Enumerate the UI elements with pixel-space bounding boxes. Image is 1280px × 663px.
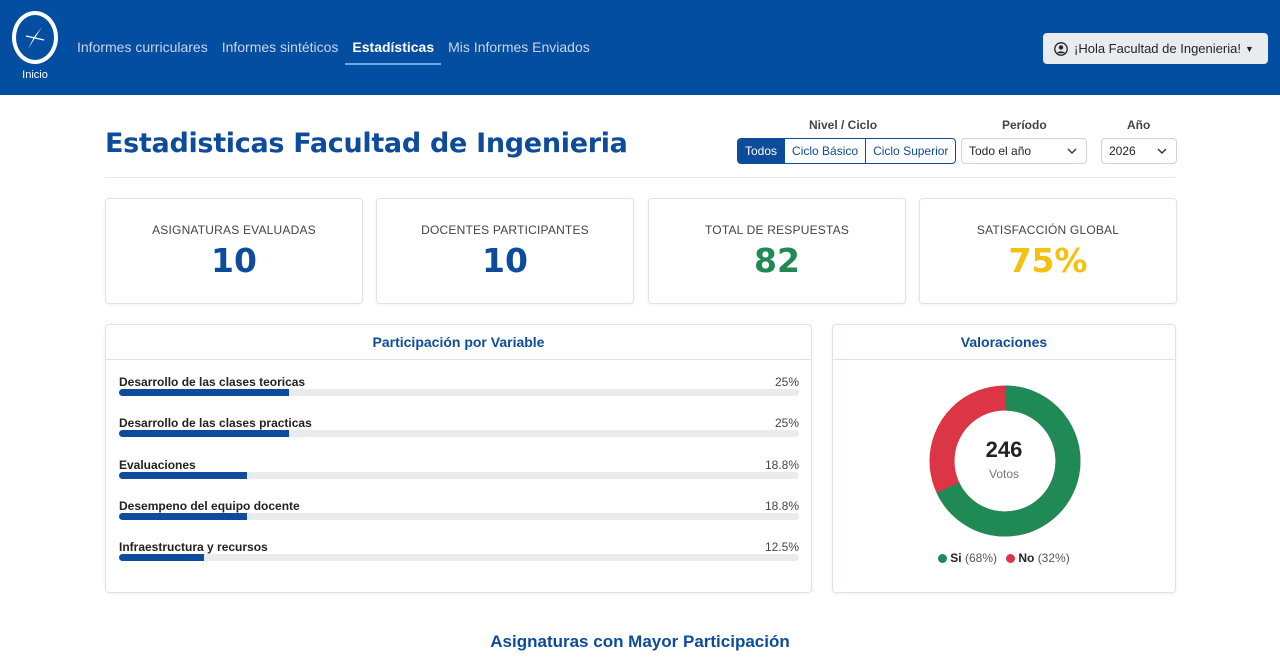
chevron-down-icon: [1156, 139, 1168, 171]
nivel-ciclo-toggle: Todos Ciclo Básico Ciclo Superior: [737, 138, 957, 164]
variable-name: Infraestructura y recursos: [119, 540, 268, 554]
variable-percent: 25%: [774, 375, 799, 389]
donut-legend: Si (68%) No (32%): [833, 551, 1175, 565]
variable-name: Desempeno del equipo docente: [119, 499, 300, 513]
variable-name: Desarrollo de las clases practicas: [119, 416, 312, 430]
stat-title: DOCENTES PARTICIPANTES: [421, 223, 589, 237]
page-title: Estadisticas Facultad de Ingenieria: [105, 128, 628, 159]
progress-bar: [119, 430, 799, 437]
logo-icon[interactable]: [12, 11, 58, 64]
stat-card-respuestas: TOTAL DE RESPUESTAS 82: [648, 198, 906, 304]
variable-row: Desempeno del equipo docente 18.8%: [119, 499, 799, 529]
stat-title: TOTAL DE RESPUESTAS: [704, 223, 850, 237]
nav-mis-informes-enviados[interactable]: Mis Informes Enviados: [448, 39, 590, 55]
variable-percent: 25%: [774, 416, 799, 430]
top-navbar: Inicio Informes curriculares Informes si…: [0, 0, 1280, 95]
stat-card-docentes: DOCENTES PARTICIPANTES 10: [376, 198, 634, 304]
stat-value: 75%: [1008, 241, 1088, 280]
variable-row: Desarrollo de las clases teoricas 25%: [119, 375, 799, 405]
panel-title: Participación por Variable: [106, 325, 811, 360]
progress-fill: [119, 513, 247, 520]
donut-segment-si: [929, 385, 1081, 537]
legend-label: No: [1018, 551, 1035, 565]
nav-informes-curriculares[interactable]: Informes curriculares: [77, 39, 208, 55]
variable-percent: 12.5%: [764, 540, 799, 554]
variable-percent: 18.8%: [764, 499, 799, 513]
anio-label: Año: [1127, 118, 1151, 132]
anio-select[interactable]: 2026: [1101, 138, 1177, 164]
nivel-option-todos[interactable]: Todos: [738, 139, 785, 163]
legend-percent: (32%): [1037, 551, 1070, 565]
legend-dot-icon: [1006, 554, 1016, 563]
legend-dot-icon: [938, 554, 948, 563]
progress-fill: [119, 430, 289, 437]
legend-percent: (68%): [964, 551, 997, 565]
variable-row: Evaluaciones 18.8%: [119, 458, 799, 488]
stat-title: ASIGNATURAS EVALUADAS: [152, 223, 316, 237]
user-greeting: ¡Hola Facultad de Ingenieria!: [1074, 41, 1241, 56]
periodo-select[interactable]: Todo el año: [961, 138, 1087, 164]
stat-value: 10: [482, 241, 528, 280]
legend-item-no: No (32%): [1006, 551, 1070, 565]
periodo-label: Período: [1002, 118, 1047, 132]
panel-title: Valoraciones: [833, 325, 1175, 360]
stat-card-asignaturas: ASIGNATURAS EVALUADAS 10: [105, 198, 363, 304]
nivel-option-ciclo-basico[interactable]: Ciclo Básico: [784, 139, 865, 163]
legend-label: Si: [950, 551, 962, 565]
variable-name: Desarrollo de las clases teoricas: [119, 375, 306, 389]
periodo-value: Todo el año: [969, 144, 1032, 158]
donut-total: 246: [985, 437, 1023, 462]
variable-name: Evaluaciones: [119, 458, 196, 472]
stat-value: 82: [754, 241, 800, 280]
variable-percent: 18.8%: [764, 458, 799, 472]
caret-down-icon: ▼: [1244, 43, 1254, 54]
legend-item-si: Si (68%): [938, 551, 1000, 565]
variable-row: Desarrollo de las clases practicas 25%: [119, 416, 799, 446]
stat-card-satisfaccion: SATISFACCIÓN GLOBAL 75%: [919, 198, 1177, 304]
valoraciones-panel: Valoraciones 246 Votos Si (68%) No (32%): [832, 324, 1176, 593]
progress-bar: [119, 513, 799, 520]
progress-fill: [119, 389, 289, 396]
stat-value: 10: [211, 241, 257, 280]
user-circle-icon: [1054, 41, 1068, 56]
nav-estadisticas[interactable]: Estadísticas: [345, 38, 441, 65]
chevron-down-icon: [1066, 139, 1078, 171]
donut-total-label: Votos: [988, 467, 1020, 481]
progress-bar: [119, 389, 799, 396]
user-menu-button[interactable]: ¡Hola Facultad de Ingenieria! ▼: [1043, 33, 1268, 64]
nav-informes-sinteticos[interactable]: Informes sintéticos: [221, 39, 339, 55]
nivel-option-ciclo-superior[interactable]: Ciclo Superior: [865, 139, 955, 163]
header-divider: [105, 177, 1176, 178]
votes-donut-chart: [929, 385, 1081, 537]
logo-label[interactable]: Inicio: [22, 69, 48, 81]
anio-value: 2026: [1109, 144, 1136, 158]
progress-bar: [119, 472, 799, 479]
variable-row: Infraestructura y recursos 12.5%: [119, 540, 799, 570]
stat-title: SATISFACCIÓN GLOBAL: [976, 223, 1120, 237]
home-link[interactable]: Inicio: [12, 11, 58, 81]
main-nav: Informes curriculares Informes sintético…: [77, 38, 597, 65]
participacion-panel: Participación por Variable Desarrollo de…: [105, 324, 812, 593]
progress-bar: [119, 554, 799, 561]
progress-fill: [119, 472, 247, 479]
nivel-label: Nivel / Ciclo: [809, 118, 878, 132]
section-title: Asignaturas con Mayor Participación: [490, 632, 790, 651]
progress-fill: [119, 554, 204, 561]
